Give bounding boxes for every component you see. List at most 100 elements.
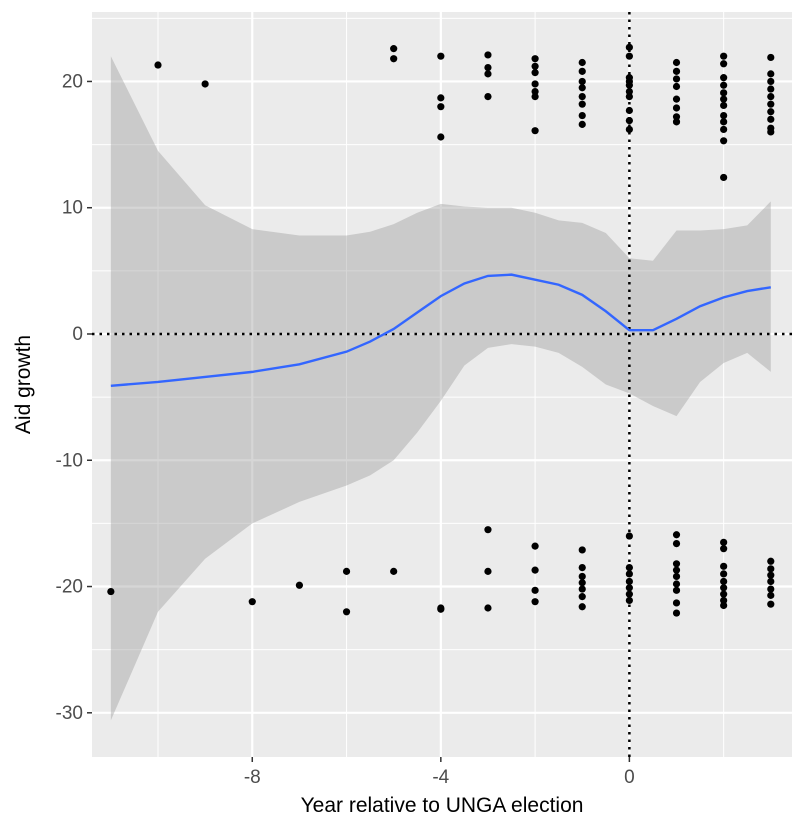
data-point: [720, 52, 728, 60]
data-point: [625, 532, 633, 540]
data-point: [672, 609, 681, 617]
y-tick-label: -30: [56, 703, 83, 724]
data-point: [767, 557, 775, 565]
data-point: [720, 570, 728, 578]
data-point: [720, 596, 728, 605]
data-point: [578, 593, 586, 601]
data-point: [720, 118, 728, 126]
data-point: [720, 125, 728, 134]
data-point: [342, 608, 351, 616]
data-point: [672, 540, 681, 548]
data-point: [390, 45, 398, 53]
data-point: [720, 95, 728, 103]
data-point: [625, 116, 633, 125]
data-point: [767, 591, 775, 599]
data-point: [484, 526, 492, 534]
data-point: [295, 581, 304, 589]
x-axis-title: Year relative to UNGA election: [301, 794, 584, 817]
data-point: [767, 565, 775, 573]
smooth-line: [110, 273, 771, 387]
data-point: [720, 562, 728, 570]
data-point: [578, 111, 586, 120]
data-point: [767, 85, 775, 93]
data-point: [767, 600, 775, 608]
data-point: [720, 74, 728, 82]
data-point: [672, 113, 681, 121]
y-tick-label: 20: [62, 71, 83, 92]
data-point: [437, 605, 445, 613]
data-point: [484, 604, 492, 612]
data-point: [767, 70, 775, 78]
data-point: [578, 546, 586, 554]
x-tick-label: -4: [432, 767, 449, 788]
data-point: [720, 584, 728, 592]
data-point: [720, 538, 728, 546]
data-point: [625, 52, 633, 60]
data-point: [720, 89, 728, 97]
data-point: [531, 69, 539, 77]
data-point: [578, 603, 586, 611]
y-tick-label: 0: [72, 324, 83, 345]
data-point: [201, 80, 209, 88]
data-point: [484, 63, 492, 72]
data-point: [720, 60, 728, 68]
data-point: [578, 67, 586, 75]
y-tick-label: 10: [62, 198, 83, 219]
data-point: [720, 81, 728, 89]
data-point: [390, 567, 398, 575]
x-axis: -8 -4 0: [244, 757, 635, 788]
data-point: [672, 75, 681, 83]
data-point: [767, 53, 775, 62]
data-point: [720, 173, 728, 182]
data-point: [672, 118, 681, 126]
data-point: [720, 137, 728, 145]
data-point: [672, 572, 681, 581]
data-point: [625, 590, 633, 598]
data-point: [484, 93, 492, 101]
y-tick-label: -20: [56, 577, 83, 598]
data-point: [531, 542, 539, 550]
data-point: [578, 93, 586, 101]
data-point: [437, 52, 445, 60]
data-point: [437, 94, 445, 102]
data-point: [578, 77, 586, 86]
data-point: [531, 55, 539, 63]
data-point: [531, 566, 539, 574]
data-point: [720, 111, 728, 120]
data-point: [531, 87, 539, 96]
data-point: [531, 586, 539, 594]
data-point: [767, 585, 775, 593]
data-point: [720, 101, 728, 110]
data-point: [672, 560, 681, 568]
data-point: [767, 77, 775, 86]
data-point: [531, 62, 539, 70]
data-point: [578, 84, 586, 92]
data-point: [578, 58, 586, 67]
data-point: [672, 95, 681, 103]
data-point: [767, 108, 775, 116]
data-point: [672, 82, 681, 91]
confidence-band: [110, 56, 771, 721]
data-point: [672, 566, 681, 574]
data-point: [720, 601, 728, 610]
data-point: [625, 570, 633, 578]
data-point: [625, 596, 633, 605]
data-point: [767, 100, 775, 108]
data-point: [625, 87, 633, 96]
data-point: [531, 93, 539, 101]
data-point: [154, 61, 162, 69]
data-point: [107, 587, 115, 596]
data-point: [625, 125, 633, 134]
data-point: [625, 577, 633, 586]
data-point: [625, 43, 633, 51]
data-point: [767, 115, 775, 123]
data-point: [437, 133, 445, 141]
data-point: [437, 103, 445, 111]
data-point: [531, 80, 539, 88]
data-point: [767, 93, 775, 101]
data-point: [625, 563, 633, 572]
data-point: [625, 106, 633, 115]
data-point: [484, 70, 492, 78]
data-point: [248, 598, 256, 606]
data-point: [625, 81, 633, 89]
